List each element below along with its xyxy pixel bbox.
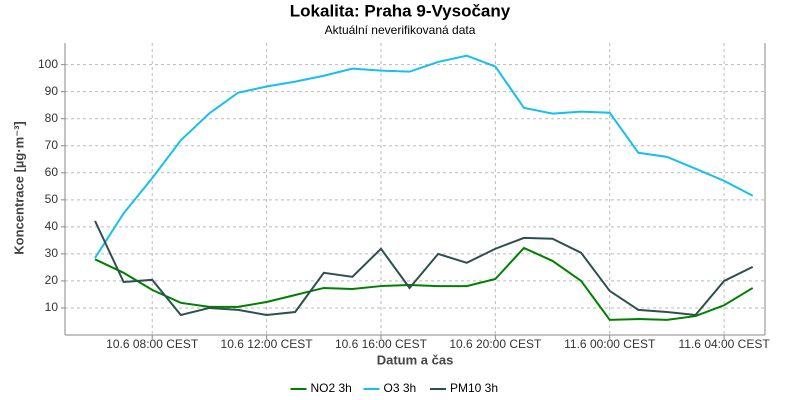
y-tick-label: 40 — [45, 219, 59, 233]
y-tick-label: 90 — [45, 84, 59, 98]
legend-label: PM10 3h — [450, 381, 498, 395]
y-tick-label: 30 — [45, 246, 59, 260]
series-line — [94, 220, 754, 317]
series-line — [94, 54, 754, 259]
y-tick-label: 100 — [38, 57, 58, 71]
chart-subtitle: Aktuální neverifikovaná data — [325, 23, 476, 37]
x-tick-label: 11.6 04:00 CEST — [679, 337, 771, 351]
y-tick-label: 10 — [45, 300, 59, 314]
y-tick-label: 20 — [45, 273, 59, 287]
y-tick-label: 70 — [45, 138, 59, 152]
legend-label: NO2 3h — [311, 381, 352, 395]
chart-title: Lokalita: Praha 9-Vysočany — [290, 1, 511, 20]
y-tick-label: 50 — [45, 192, 59, 206]
x-tick-label: 10.6 20:00 CEST — [449, 337, 542, 351]
series-line — [94, 246, 754, 321]
y-tick-label: 60 — [45, 165, 59, 179]
x-axis-label: Datum a čas — [377, 352, 454, 367]
x-tick-label: 10.6 08:00 CEST — [106, 337, 199, 351]
x-tick-label: 10.6 12:00 CEST — [221, 337, 314, 351]
x-tick-label: 10.6 16:00 CEST — [335, 337, 428, 351]
y-axis-label: Koncentrace [µg·m⁻³] — [11, 121, 26, 255]
legend-label: O3 3h — [384, 381, 417, 395]
x-tick-label: 11.6 00:00 CEST — [564, 337, 656, 351]
y-tick-label: 80 — [45, 111, 59, 125]
